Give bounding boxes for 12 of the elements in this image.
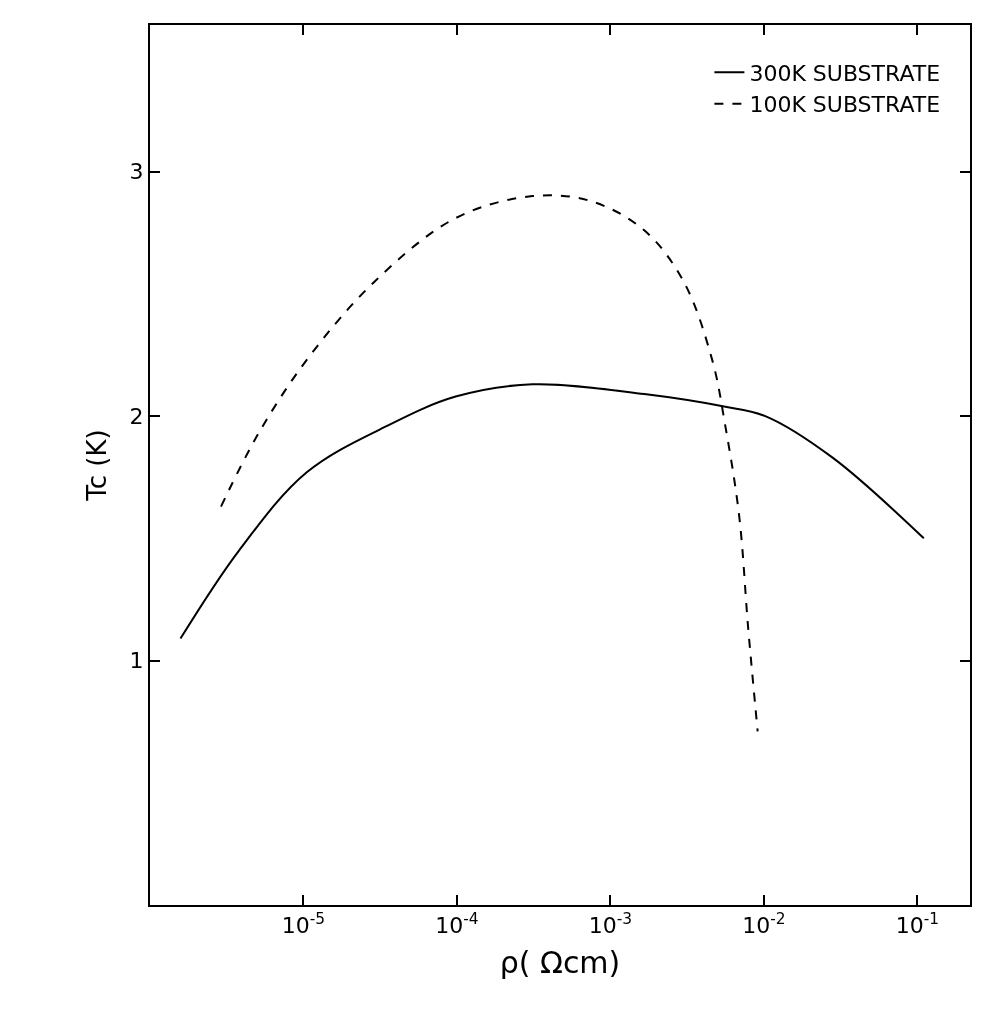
y-tick-label: 2 — [129, 403, 144, 429]
x-tick-label: 10$^{-1}$ — [895, 910, 940, 939]
x-tick-label: 10$^{-5}$ — [281, 910, 326, 939]
y-axis-title: Tc (K) — [82, 429, 113, 502]
y-tick-label: 1 — [129, 648, 144, 674]
legend-label: 300K SUBSTRATE — [749, 60, 941, 86]
x-tick-label: 10$^{-2}$ — [742, 910, 786, 939]
y-tick-label: 3 — [129, 159, 144, 185]
x-tick-label: 10$^{-3}$ — [588, 910, 633, 939]
legend-label: 100K SUBSTRATE — [749, 92, 941, 118]
x-tick-label: 10$^{-4}$ — [435, 910, 479, 939]
x-axis-title: ρ( Ωcm) — [499, 945, 621, 981]
